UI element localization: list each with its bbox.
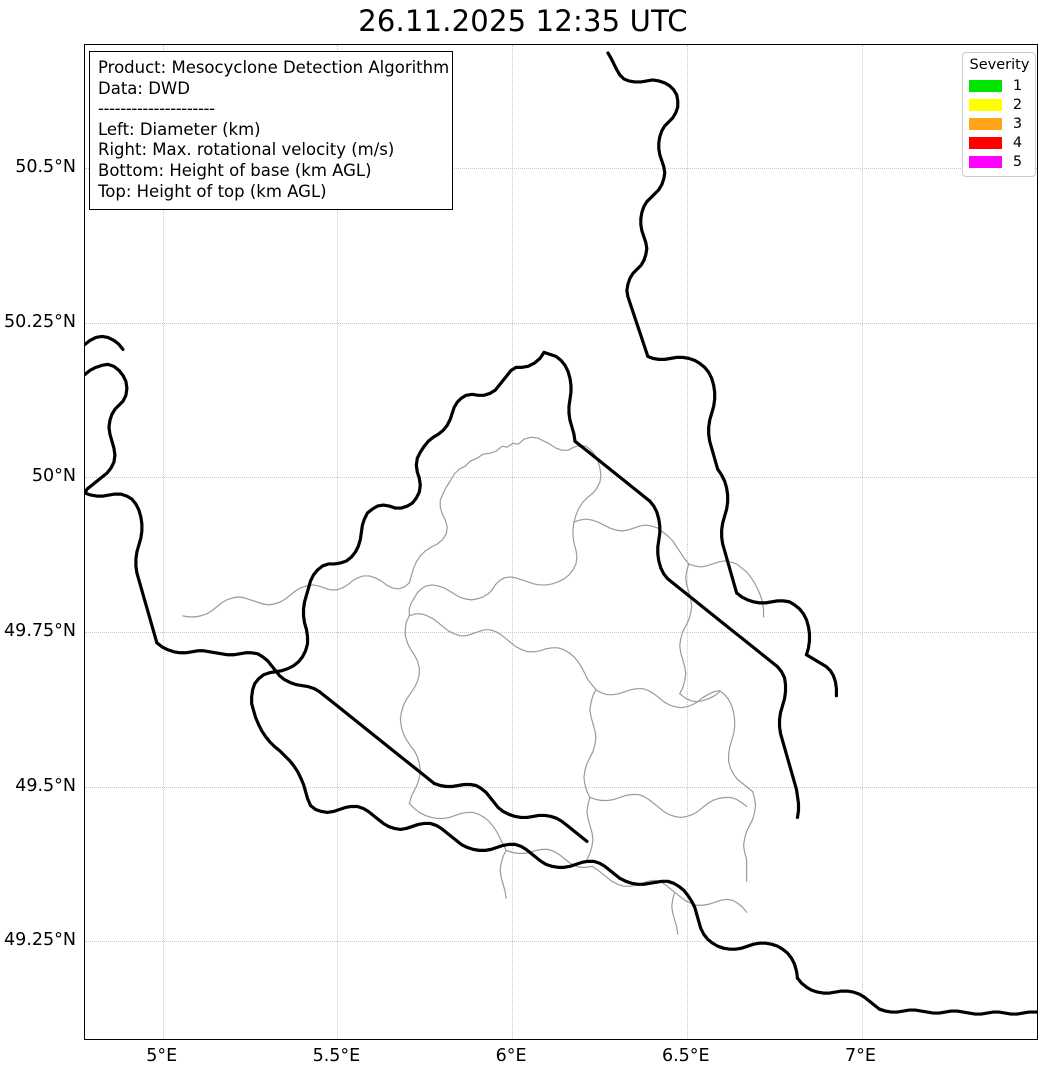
border-south-france <box>877 1007 1037 1016</box>
map-geometry <box>85 51 1037 1016</box>
legend-item-5[interactable]: 5 <box>969 152 1030 171</box>
xtick-5.5: 5.5°E <box>312 1046 361 1066</box>
gridline-lat-49.75 <box>85 631 1037 633</box>
severity-label-5: 5 <box>1012 153 1023 170</box>
info-bottom: Bottom: Height of base (km AGL) <box>98 160 372 180</box>
severity-label-1: 1 <box>1012 77 1023 94</box>
xtick-6: 6°E <box>495 1046 527 1066</box>
info-data: Data: DWD <box>98 78 190 98</box>
legend-item-2[interactable]: 2 <box>969 95 1030 114</box>
info-left: Left: Diameter (km) <box>98 119 261 139</box>
severity-label-3: 3 <box>1012 115 1023 132</box>
severity-label-4: 4 <box>1012 134 1023 151</box>
gridline-lon-5 <box>162 45 164 1039</box>
severity-swatch-1 <box>969 79 1002 92</box>
gridline-lat-50.25 <box>85 322 1037 324</box>
info-right: Right: Max. rotational velocity (m/s) <box>98 140 395 160</box>
ytick-49.5: 49.5°N <box>15 775 76 796</box>
border-west-belgium-france <box>85 362 589 843</box>
ytick-50.5: 50.5°N <box>15 157 76 177</box>
ytick-49.75: 49.75°N <box>4 620 76 641</box>
info-separator: --------------------- <box>98 99 215 119</box>
legend-title: Severity <box>969 57 1030 73</box>
legend-item-1[interactable]: 1 <box>969 76 1030 95</box>
info-box: Product: Mesocyclone Detection Algorithm… <box>89 51 453 211</box>
page-title: 26.11.2025 12:35 UTC <box>358 4 688 38</box>
canton-borders <box>182 436 765 935</box>
severity-swatch-2 <box>969 98 1002 111</box>
ytick-50: 50°N <box>31 466 76 487</box>
severity-swatch-3 <box>969 117 1002 130</box>
severity-label-2: 2 <box>1012 96 1023 113</box>
gridline-lat-50 <box>85 477 1037 479</box>
map-plot-area[interactable]: Product: Mesocyclone Detection Algorithm… <box>84 44 1038 1040</box>
gridline-lat-49.25 <box>85 941 1037 943</box>
severity-swatch-4 <box>969 136 1002 149</box>
xtick-5: 5°E <box>146 1046 178 1066</box>
gridline-lat-49.5 <box>85 786 1037 788</box>
legend-item-4[interactable]: 4 <box>969 133 1030 152</box>
border-east-germany <box>606 51 839 698</box>
gridline-lon-6 <box>512 45 514 1039</box>
legend-item-3[interactable]: 3 <box>969 114 1030 133</box>
severity-swatch-5 <box>969 155 1002 168</box>
country-border-luxembourg <box>250 350 881 1011</box>
info-top: Top: Height of top (km AGL) <box>98 181 327 201</box>
border-north-belgium <box>85 334 125 351</box>
gridline-lat-50.5 <box>85 168 1037 170</box>
ytick-50.25: 50.25°N <box>4 311 76 332</box>
severity-legend[interactable]: Severity 1 2 3 4 5 <box>962 52 1036 177</box>
gridline-lon-5.5 <box>337 45 339 1039</box>
info-product: Product: Mesocyclone Detection Algorithm <box>98 58 450 77</box>
xtick-6.5: 6.5°E <box>661 1046 710 1066</box>
gridline-lon-6.5 <box>686 45 688 1039</box>
gridline-lon-7 <box>861 45 863 1039</box>
xtick-7: 7°E <box>845 1046 876 1066</box>
ytick-49.25: 49.25°N <box>4 930 76 951</box>
